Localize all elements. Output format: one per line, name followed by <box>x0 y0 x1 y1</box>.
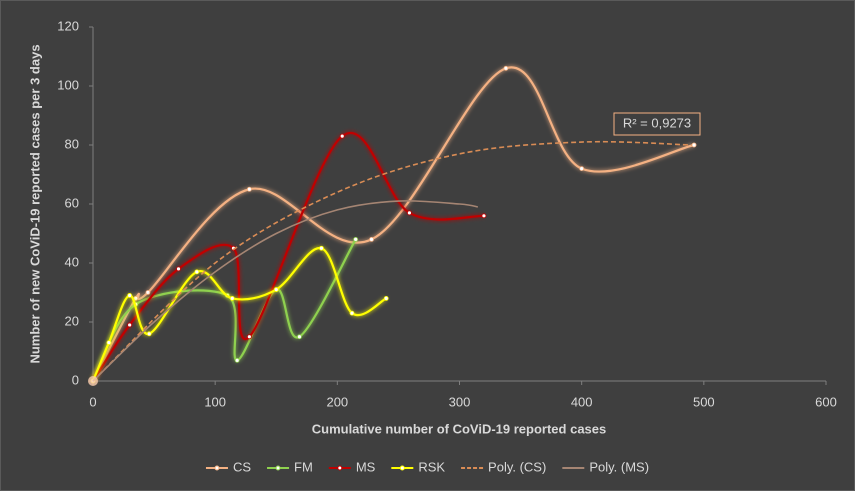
x-tick-label: 500 <box>693 394 715 409</box>
data-point <box>407 210 412 216</box>
legend-label: RSK <box>418 459 445 474</box>
data-point <box>246 334 252 340</box>
origin-marker <box>88 376 98 386</box>
legend-marker <box>399 465 405 471</box>
data-point <box>229 295 235 301</box>
y-tick-label: 20 <box>65 313 79 328</box>
x-tick-label: 100 <box>204 394 226 409</box>
data-point <box>369 236 374 242</box>
data-point <box>106 340 112 346</box>
legend-marker <box>214 465 220 471</box>
data-point <box>127 293 133 298</box>
annotation-box <box>613 112 701 136</box>
data-point <box>297 334 302 340</box>
legend-label: MS <box>356 459 376 474</box>
data-point <box>349 310 355 316</box>
data-point <box>246 186 252 192</box>
y-axis-title: Number of new CoViD-19 reported cases pe… <box>27 44 42 363</box>
data-point <box>481 213 487 219</box>
x-axis-title: Cumulative number of CoViD-19 reported c… <box>312 421 607 436</box>
y-tick-label: 100 <box>57 77 79 92</box>
legend-label: Poly. (CS) <box>488 459 546 474</box>
y-tick-label: 60 <box>65 195 79 210</box>
data-point <box>503 65 509 71</box>
x-tick-label: 400 <box>571 394 593 409</box>
legend-label: FM <box>294 459 313 474</box>
y-tick-label: 0 <box>72 372 79 387</box>
data-point <box>273 287 279 292</box>
legend-label: Poly. (MS) <box>589 459 649 474</box>
x-tick-label: 300 <box>449 394 471 409</box>
series-line <box>91 247 387 382</box>
data-point <box>691 142 697 148</box>
data-point <box>146 331 152 337</box>
data-point <box>353 236 359 242</box>
data-point <box>383 295 389 301</box>
data-point <box>145 290 151 295</box>
data-point <box>339 133 345 139</box>
x-tick-label: 200 <box>326 394 348 409</box>
data-point <box>127 322 133 328</box>
y-tick-label: 80 <box>65 136 79 151</box>
y-tick-label: 120 <box>57 18 79 33</box>
legend-marker <box>275 465 281 471</box>
legend-marker <box>337 465 343 471</box>
y-tick-label: 40 <box>65 254 79 269</box>
data-point <box>579 166 585 172</box>
annotation: R² = 0,9273 <box>623 115 691 130</box>
data-point <box>234 357 240 363</box>
x-tick-label: 600 <box>815 394 837 409</box>
series-line <box>92 140 692 382</box>
data-point <box>319 245 324 251</box>
data-point <box>176 266 181 272</box>
series-line <box>92 200 478 382</box>
legend: CS FM MS RSK Poly. (CS) Poly. (MS) <box>205 459 649 474</box>
x-tick-label: 0 <box>89 394 96 409</box>
data-point <box>194 269 200 275</box>
legend-label: CS <box>233 459 251 474</box>
